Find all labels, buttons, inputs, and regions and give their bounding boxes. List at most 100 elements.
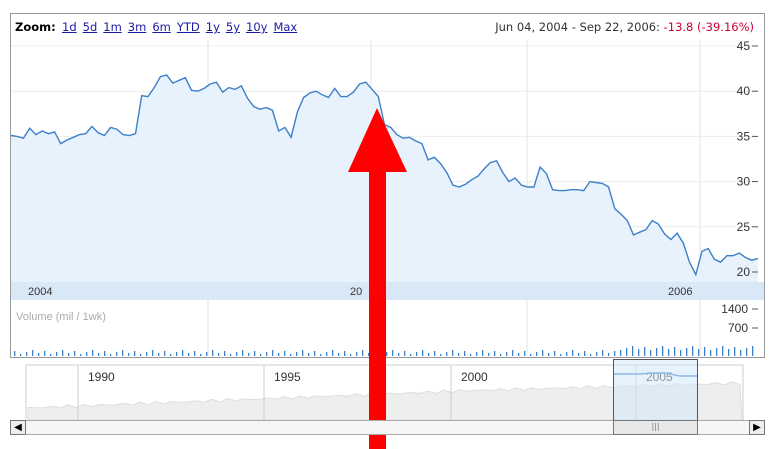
- volume-bar: [746, 348, 748, 356]
- x-axis-label: 20: [350, 286, 362, 298]
- volume-bar: [386, 352, 388, 356]
- volume-bar: [632, 346, 634, 356]
- y-tick-label: 20: [737, 265, 751, 279]
- volume-bar: [278, 353, 280, 356]
- volume-bar: [320, 354, 322, 356]
- zoom-1m-link[interactable]: 1m: [103, 20, 122, 34]
- volume-bar: [470, 354, 472, 356]
- scroll-track[interactable]: [26, 420, 749, 435]
- volume-bar: [104, 351, 106, 356]
- volume-bar: [614, 351, 616, 356]
- volume-bar: [272, 350, 274, 356]
- volume-bar: [512, 350, 514, 356]
- navigator-scrollbar: ◀ ||| ▶: [10, 359, 765, 439]
- zoom-5y-link[interactable]: 5y: [225, 20, 240, 34]
- zoom-3m-link[interactable]: 3m: [127, 20, 147, 34]
- volume-bar: [194, 351, 196, 356]
- volume-bar: [548, 353, 550, 356]
- zoom-10y-link[interactable]: 10y: [246, 20, 268, 34]
- volume-bar: [164, 351, 166, 356]
- volume-bar: [524, 351, 526, 356]
- volume-bar: [92, 350, 94, 356]
- volume-bar: [434, 351, 436, 356]
- red-arrow-head: [348, 108, 407, 172]
- volume-bar: [260, 354, 262, 356]
- volume-bar: [734, 347, 736, 356]
- volume-bar: [554, 351, 556, 356]
- volume-bar: [332, 350, 334, 356]
- volume-bar: [398, 353, 400, 356]
- volume-bar: [314, 351, 316, 356]
- volume-bar: [752, 346, 754, 356]
- volume-bar: [212, 350, 214, 356]
- navigator-selection-window[interactable]: [613, 359, 698, 421]
- volume-bar: [224, 351, 226, 356]
- volume-bar: [236, 352, 238, 356]
- volume-bar: [488, 353, 490, 356]
- volume-bar: [38, 353, 40, 356]
- scroll-left-button[interactable]: ◀: [10, 420, 26, 435]
- volume-bar: [50, 354, 52, 356]
- year-band: [11, 282, 764, 300]
- y-tick-label: 45: [737, 39, 751, 53]
- volume-bar: [230, 354, 232, 356]
- navigator-year-label: 2000: [461, 370, 488, 384]
- volume-bar: [26, 352, 28, 356]
- zoom-5d-link[interactable]: 5d: [82, 20, 98, 34]
- volume-bar: [578, 353, 580, 356]
- volume-bar: [158, 353, 160, 356]
- volume-bar: [482, 350, 484, 356]
- price-change: -13.8 (-39.16%): [663, 20, 754, 34]
- volume-bar: [656, 348, 658, 356]
- volume-bar: [80, 354, 82, 356]
- volume-bar: [242, 350, 244, 356]
- date-range-sep: :: [656, 20, 660, 34]
- y-tick-label: 35: [737, 129, 751, 143]
- zoom-ytd-link[interactable]: YTD: [176, 20, 200, 34]
- volume-bar: [368, 353, 370, 356]
- volume-bar: [248, 353, 250, 356]
- volume-bar: [650, 350, 652, 356]
- volume-bar: [182, 350, 184, 356]
- volume-bar: [452, 350, 454, 356]
- zoom-1y-link[interactable]: 1y: [205, 20, 220, 34]
- volume-bar: [494, 351, 496, 356]
- x-axis-label: 2006: [668, 286, 692, 298]
- volume-bar: [590, 354, 592, 356]
- volume-bar: [110, 354, 112, 356]
- chart-toolbar: Zoom: 1d 5d 1m 3m 6m YTD 1y 5y 10y Max Jun 04, 20…: [11, 14, 764, 40]
- volume-bar: [620, 350, 622, 356]
- scroll-thumb[interactable]: |||: [613, 420, 698, 435]
- volume-bar: [668, 349, 670, 356]
- volume-bar: [176, 352, 178, 356]
- volume-bar: [536, 352, 538, 356]
- volume-bar: [698, 349, 700, 356]
- volume-bar: [200, 354, 202, 356]
- volume-bar: [296, 352, 298, 356]
- volume-bar: [410, 354, 412, 356]
- volume-bar: [422, 350, 424, 356]
- volume-bar: [254, 351, 256, 356]
- volume-bar: [128, 353, 130, 356]
- volume-bar: [596, 352, 598, 356]
- volume-bar: [338, 353, 340, 356]
- date-range-text: Jun 04, 2004 - Sep 22, 2006: [495, 20, 657, 34]
- zoom-6m-link[interactable]: 6m: [152, 20, 171, 34]
- scroll-right-button[interactable]: ▶: [749, 420, 765, 435]
- volume-bar: [644, 347, 646, 356]
- volume-bar: [152, 350, 154, 356]
- volume-bar: [86, 352, 88, 356]
- volume-bar: [56, 352, 58, 356]
- zoom-max-link[interactable]: Max: [273, 20, 298, 34]
- volume-bar: [458, 353, 460, 356]
- volume-bar: [122, 350, 124, 356]
- zoom-1d-link[interactable]: 1d: [62, 20, 77, 34]
- volume-bar: [716, 348, 718, 356]
- volume-bar: [638, 349, 640, 356]
- volume-bar: [32, 350, 34, 356]
- y-tick-label: 40: [737, 84, 751, 98]
- volume-bar: [608, 353, 610, 356]
- volume-bar: [116, 352, 118, 356]
- volume-bar: [74, 351, 76, 356]
- volume-bar: [728, 349, 730, 356]
